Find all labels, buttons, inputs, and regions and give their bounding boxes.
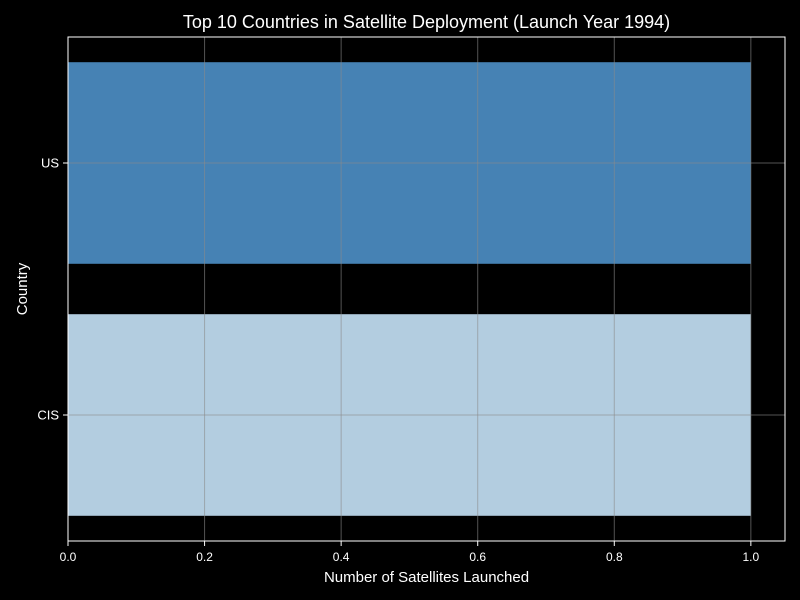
x-tick-label: 0.2 — [196, 550, 213, 564]
axes-frame — [67, 36, 786, 542]
x-tick-label: 0.4 — [333, 550, 350, 564]
x-tick-label: 0.6 — [469, 550, 486, 564]
chart-title: Top 10 Countries in Satellite Deployment… — [183, 12, 670, 32]
x-axis-label: Number of Satellites Launched — [324, 569, 529, 586]
y-tick-label: US — [41, 156, 59, 171]
x-tick-label: 0.8 — [606, 550, 623, 564]
x-tick-label: 0.0 — [60, 550, 77, 564]
x-tick-label: 1.0 — [743, 550, 760, 564]
plot-area: 0.0 0.2 0.4 0.6 0.8 1.0 US CIS — [37, 36, 786, 564]
y-tick-label: CIS — [37, 408, 59, 423]
y-axis-label: Country — [14, 262, 31, 315]
